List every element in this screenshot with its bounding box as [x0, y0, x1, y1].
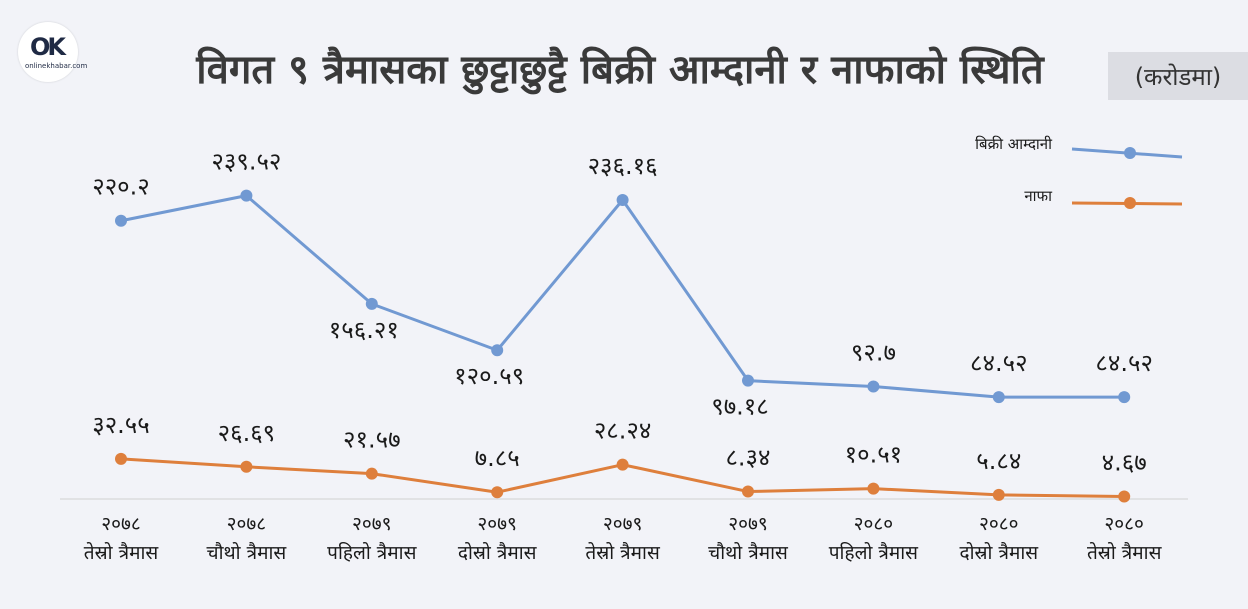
data-label-0-4: २३६.१६ [588, 152, 658, 180]
legend-marker-0 [1124, 147, 1136, 159]
data-point-1-2 [365, 467, 378, 480]
x-tick-year-6: २०८० [854, 513, 894, 535]
logo-sub: onlinekhabar.com [25, 62, 88, 70]
x-tick-quarter-0: तेस्रो त्रैमास [84, 541, 160, 564]
data-point-1-6 [867, 482, 880, 495]
data-label-0-8: ८४.५२ [1095, 349, 1153, 377]
data-point-1-0 [115, 452, 127, 465]
x-tick-quarter-3: दोस्रो त्रैमास [458, 541, 538, 564]
data-label-0-2: १५६.२१ [329, 316, 399, 344]
data-point-0-1 [240, 189, 253, 202]
page-title: विगत ९ त्रैमासका छुट्टाछुट्टै बिक्री आम्… [196, 47, 1044, 93]
data-point-0-3 [491, 344, 504, 357]
x-tick-quarter-6: पहिलो त्रैमास [829, 541, 919, 564]
logo-mark: OK [30, 33, 66, 61]
data-label-1-0: ३२.५५ [92, 411, 150, 439]
data-label-1-2: २१.५७ [343, 426, 401, 454]
x-tick-quarter-8: तेस्रो त्रैमास [1087, 541, 1163, 564]
x-tick-quarter-5: चौथो त्रैमास [708, 541, 789, 564]
data-point-0-8 [1118, 391, 1131, 404]
data-point-0-4 [616, 193, 629, 206]
data-point-0-5 [742, 374, 754, 387]
x-tick-year-7: २०८० [979, 513, 1019, 535]
data-label-1-8: ४.६७ [1102, 449, 1147, 477]
x-tick-quarter-7: दोस्रो त्रैमास [959, 541, 1039, 564]
data-point-0-6 [867, 380, 880, 393]
data-label-0-3: १२०.५९ [454, 362, 524, 390]
unit-label: (करोडमा) [1108, 52, 1248, 100]
x-tick-year-1: २०७८ [227, 513, 267, 535]
x-tick-year-5: २०७९ [728, 513, 768, 535]
data-point-1-8 [1118, 490, 1131, 503]
data-label-0-7: ८४.५२ [970, 349, 1028, 377]
x-tick-quarter-4: तेस्रो त्रैमास [585, 541, 661, 564]
data-label-1-4: २८.२४ [594, 417, 652, 445]
legend-label-1: नाफा [1024, 187, 1053, 205]
x-tick-year-0: २०७८ [101, 513, 141, 535]
data-label-0-5: ९७.१८ [711, 393, 769, 421]
data-point-1-7 [992, 488, 1005, 501]
data-point-0-7 [992, 391, 1005, 404]
legend-label-0: बिक्री आम्दानी [975, 135, 1053, 153]
data-point-1-3 [491, 486, 504, 499]
data-point-0-0 [115, 214, 127, 227]
data-label-0-6: ९२.७ [851, 338, 896, 366]
logo: OK onlinekhabar.com [18, 22, 88, 82]
data-label-0-0: २२०.२ [92, 173, 150, 201]
x-tick-year-3: २०७९ [477, 513, 517, 535]
x-tick-quarter-2: पहिलो त्रैमास [327, 541, 417, 564]
x-tick-year-4: २०७९ [603, 513, 643, 535]
data-label-1-1: २६.६९ [218, 419, 276, 447]
x-tick-year-8: २०८० [1104, 513, 1144, 535]
data-label-1-6: १०.५१ [845, 441, 903, 469]
data-point-0-2 [365, 297, 378, 310]
data-label-0-1: २३९.५२ [211, 148, 281, 176]
x-tick-quarter-1: चौथो त्रैमास [207, 541, 288, 564]
x-tick-year-2: २०७९ [352, 513, 392, 535]
data-label-1-5: ८.३४ [725, 444, 770, 472]
data-point-1-5 [742, 485, 754, 498]
data-point-1-4 [616, 458, 629, 471]
data-label-1-3: ७.८५ [475, 444, 520, 472]
data-label-1-7: ५.८४ [976, 447, 1021, 475]
data-point-1-1 [240, 460, 253, 473]
legend-marker-1 [1124, 197, 1136, 209]
